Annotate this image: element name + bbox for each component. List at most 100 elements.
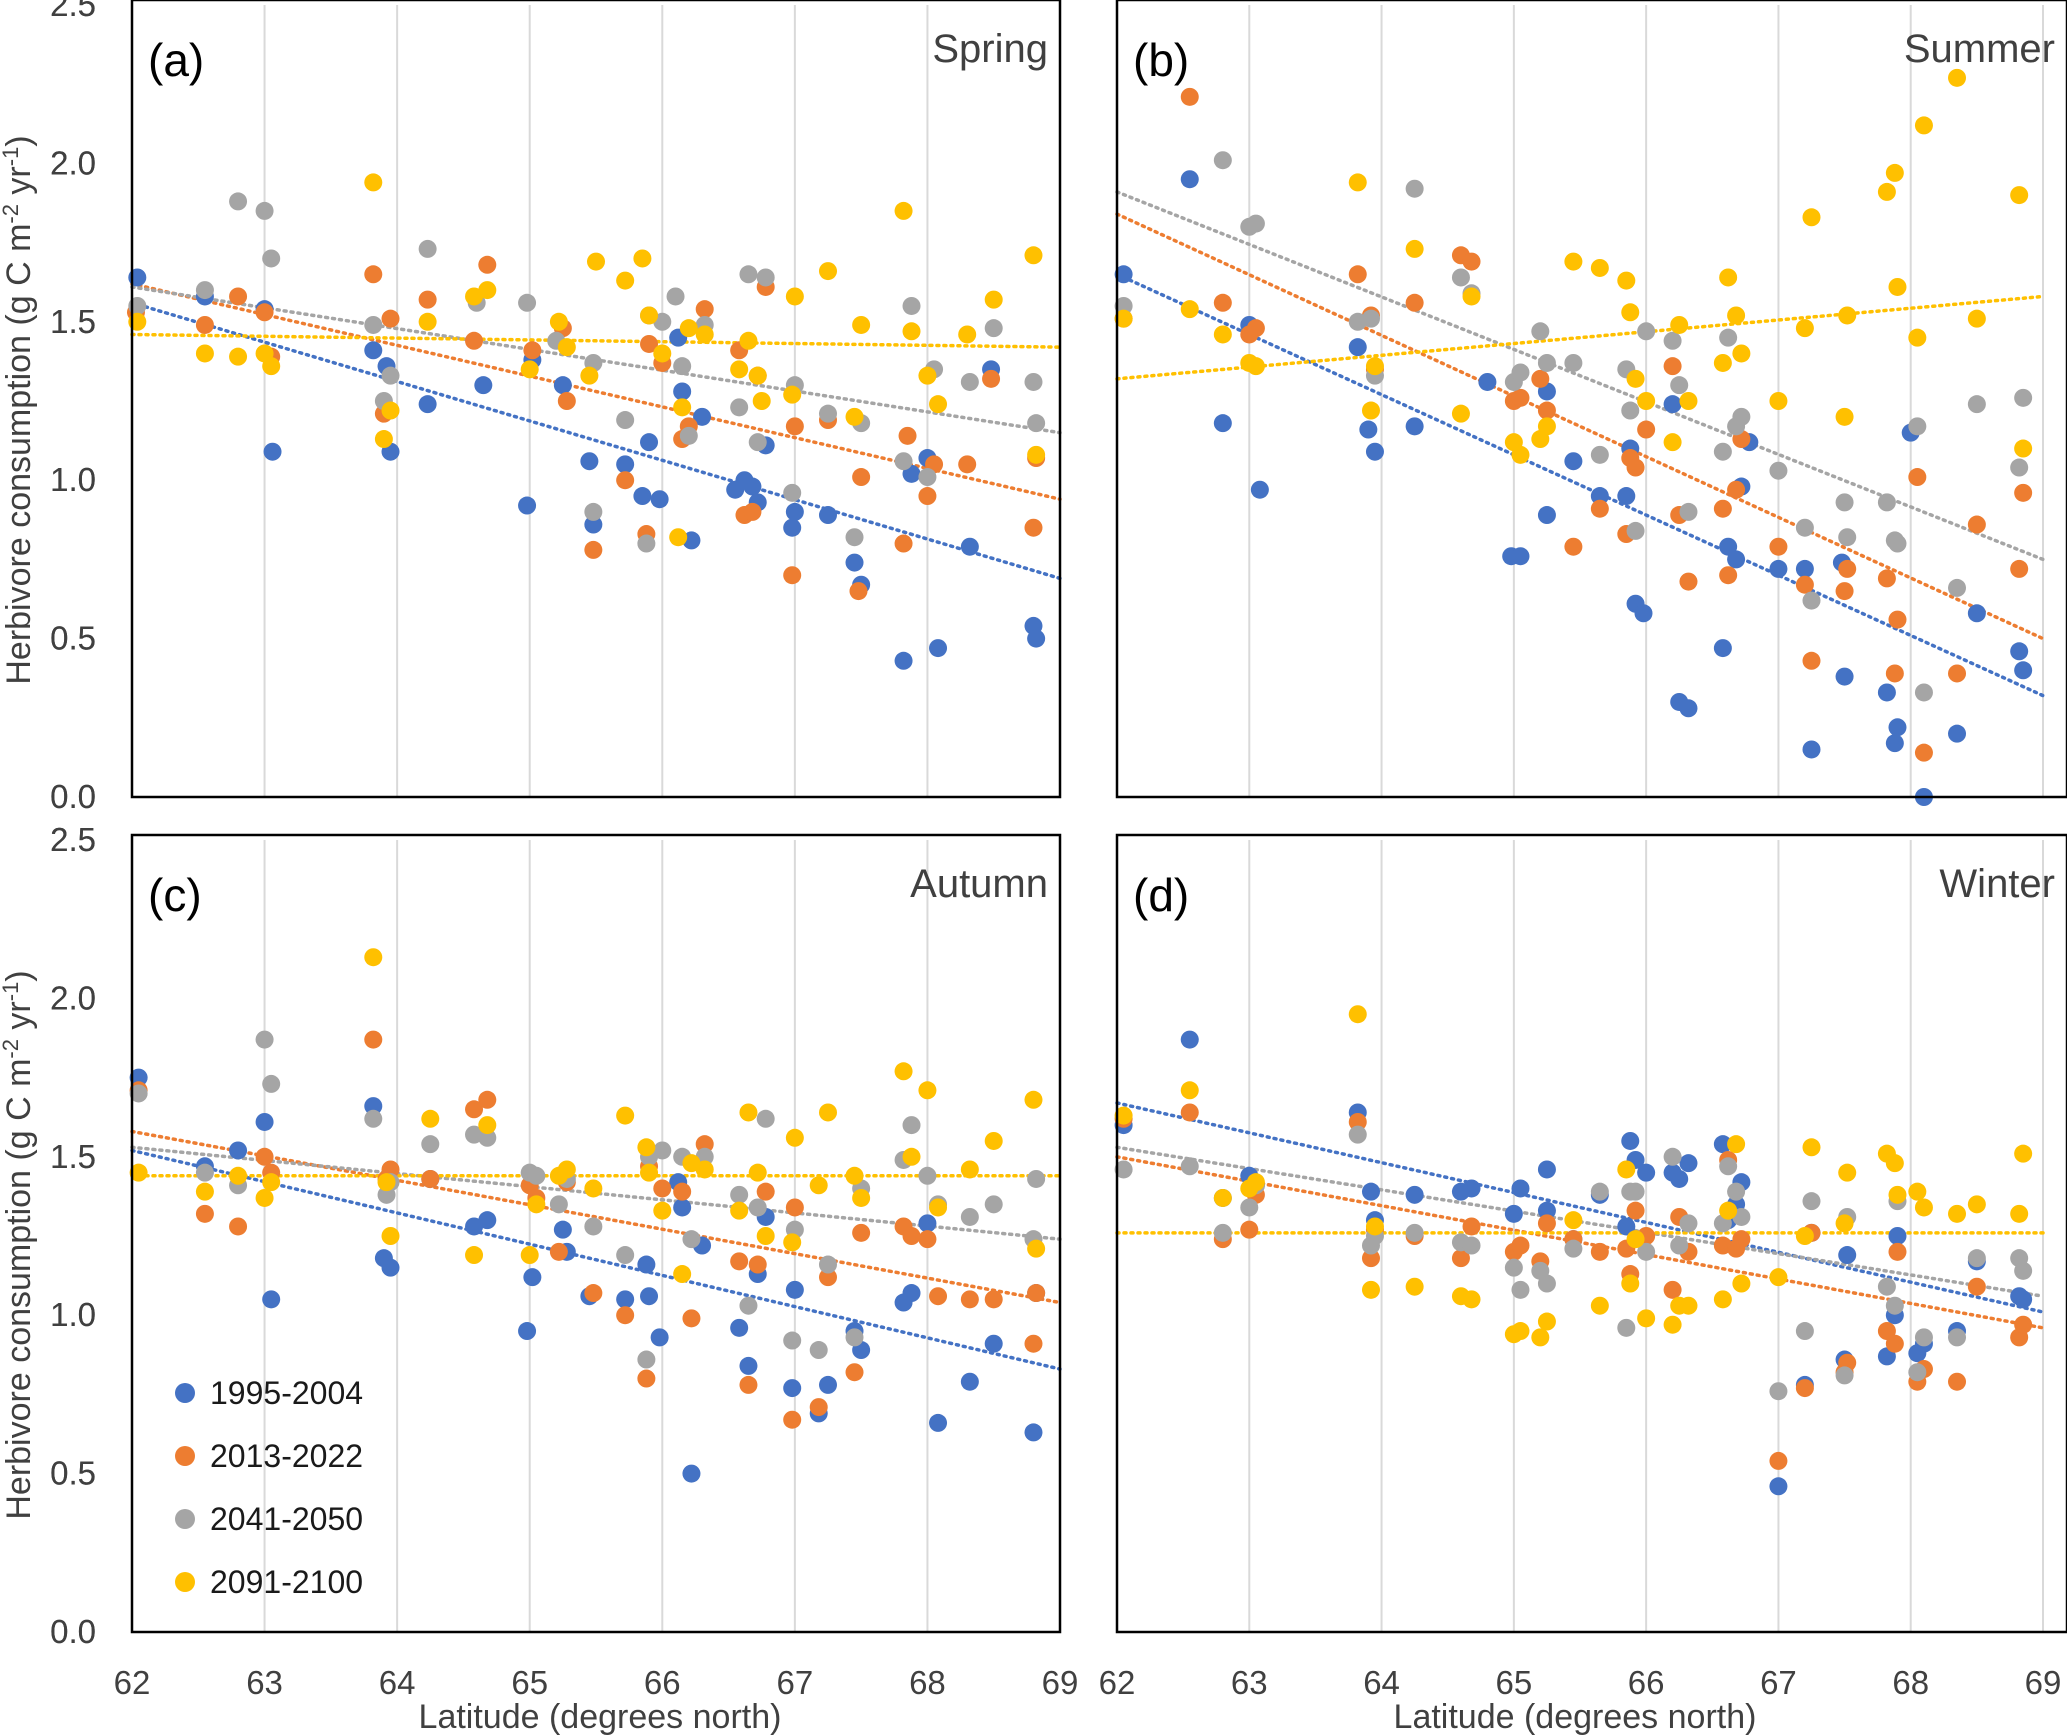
data-point-2041-2050 xyxy=(1914,683,1933,702)
data-point-2013-2022 xyxy=(1914,743,1933,762)
data-point-2091-2100 xyxy=(1626,369,1645,388)
trendline-1995-2004 xyxy=(1115,272,2045,698)
data-point-2013-2022 xyxy=(898,426,917,445)
data-point-2091-2100 xyxy=(845,407,864,426)
data-point-2091-2100 xyxy=(1537,1312,1556,1331)
y-tick-label: 1.0 xyxy=(50,1296,96,1333)
data-point-2013-2022 xyxy=(421,1169,440,1188)
data-point-2091-2100 xyxy=(1621,303,1640,322)
data-point-1995-2004 xyxy=(262,1290,281,1309)
data-point-2013-2022 xyxy=(918,487,937,506)
data-point-1995-2004 xyxy=(1462,1179,1481,1198)
data-point-1995-2004 xyxy=(1365,442,1384,461)
x-tick-label: 62 xyxy=(1099,1664,1136,1701)
data-point-2041-2050 xyxy=(918,468,937,487)
data-point-1995-2004 xyxy=(819,1375,837,1394)
data-point-1995-2004 xyxy=(984,1334,1003,1353)
data-point-2091-2100 xyxy=(1365,357,1384,376)
data-point-2041-2050 xyxy=(1621,401,1640,420)
data-point-2013-2022 xyxy=(1590,499,1609,518)
data-point-2091-2100 xyxy=(1727,1135,1746,1154)
data-point-2091-2100 xyxy=(478,1116,497,1135)
data-point-1995-2004 xyxy=(960,537,979,556)
data-point-2041-2050 xyxy=(1537,353,1556,372)
data-point-2091-2100 xyxy=(756,1227,775,1245)
data-point-1995-2004 xyxy=(1180,1030,1199,1049)
data-point-2091-2100 xyxy=(1511,445,1530,464)
data-point-2091-2100 xyxy=(1213,325,1232,344)
x-axis-title-left: Latitude (degrees north) xyxy=(419,1698,782,1735)
data-point-2091-2100 xyxy=(374,430,393,449)
data-point-1995-2004 xyxy=(1713,639,1732,658)
data-point-2041-2050 xyxy=(1511,363,1530,382)
data-point-2041-2050 xyxy=(1835,493,1854,512)
legend-label-2013-2022: 2013-2022 xyxy=(210,1438,363,1474)
data-point-2091-2100 xyxy=(262,357,281,376)
data-point-2091-2100 xyxy=(1877,182,1896,201)
data-point-2091-2100 xyxy=(785,287,804,306)
data-point-2041-2050 xyxy=(1564,1239,1583,1258)
data-point-2013-2022 xyxy=(756,1182,775,1201)
data-point-2041-2050 xyxy=(1590,1182,1609,1201)
y-tick-label: 0.5 xyxy=(50,1455,96,1492)
data-point-2013-2022 xyxy=(1877,569,1896,588)
data-point-2013-2022 xyxy=(1180,87,1199,106)
data-point-1995-2004 xyxy=(785,502,804,521)
data-point-2091-2100 xyxy=(958,325,977,344)
data-point-2041-2050 xyxy=(1908,417,1927,436)
data-point-1995-2004 xyxy=(918,1214,937,1233)
data-point-1995-2004 xyxy=(1795,559,1814,578)
data-point-2091-2100 xyxy=(1590,1296,1609,1315)
data-point-1995-2004 xyxy=(418,395,437,414)
data-point-2041-2050 xyxy=(229,192,248,211)
data-point-1995-2004 xyxy=(2014,1290,2033,1309)
data-point-1995-2004 xyxy=(1537,1160,1556,1179)
data-point-2013-2022 xyxy=(557,392,576,410)
data-point-2091-2100 xyxy=(1795,1227,1814,1245)
data-point-2041-2050 xyxy=(809,1341,828,1360)
data-point-2091-2100 xyxy=(1213,1188,1232,1207)
data-point-2091-2100 xyxy=(129,1163,148,1182)
data-point-2013-2022 xyxy=(1024,518,1043,537)
data-point-1995-2004 xyxy=(894,651,913,670)
data-point-2041-2050 xyxy=(1914,1328,1933,1347)
data-point-2013-2022 xyxy=(1246,319,1265,338)
data-point-1995-2004 xyxy=(1537,506,1556,525)
data-point-2091-2100 xyxy=(364,173,383,192)
data-point-2041-2050 xyxy=(1663,1147,1682,1166)
y-tick-label: 2.0 xyxy=(50,979,96,1016)
data-point-2041-2050 xyxy=(1795,1322,1814,1341)
data-point-2091-2100 xyxy=(1670,315,1689,334)
x-tick-label: 64 xyxy=(379,1664,416,1701)
data-point-1995-2004 xyxy=(616,1290,635,1309)
data-point-1995-2004 xyxy=(1637,1163,1656,1182)
data-point-2041-2050 xyxy=(819,404,837,423)
data-point-2091-2100 xyxy=(381,1227,400,1245)
data-point-2091-2100 xyxy=(616,271,635,290)
data-point-2091-2100 xyxy=(748,1163,767,1182)
data-point-2091-2100 xyxy=(1719,268,1738,287)
data-point-2091-2100 xyxy=(1462,1290,1481,1309)
data-point-1995-2004 xyxy=(1877,683,1896,702)
data-point-1995-2004 xyxy=(640,1287,659,1306)
data-point-2013-2022 xyxy=(783,1410,802,1429)
panel-label: (c) xyxy=(148,869,202,921)
data-point-2041-2050 xyxy=(666,287,685,306)
data-point-1995-2004 xyxy=(1838,1246,1857,1265)
data-point-1995-2004 xyxy=(229,1141,248,1160)
data-point-2091-2100 xyxy=(1727,306,1746,325)
data-point-2091-2100 xyxy=(1888,1185,1907,1204)
data-point-1995-2004 xyxy=(1948,724,1967,743)
data-point-2041-2050 xyxy=(1114,296,1133,315)
data-point-2091-2100 xyxy=(918,366,937,385)
data-point-2013-2022 xyxy=(1213,293,1232,312)
y-axis-title-sup1: -2 xyxy=(0,204,23,224)
panel-label: (a) xyxy=(148,34,204,86)
data-point-2041-2050 xyxy=(984,1195,1003,1214)
data-point-1995-2004 xyxy=(1359,420,1378,439)
data-point-2091-2100 xyxy=(255,1188,274,1207)
x-tick-label: 64 xyxy=(1363,1664,1400,1701)
data-point-2041-2050 xyxy=(1114,1160,1133,1179)
data-point-2041-2050 xyxy=(1795,518,1814,537)
